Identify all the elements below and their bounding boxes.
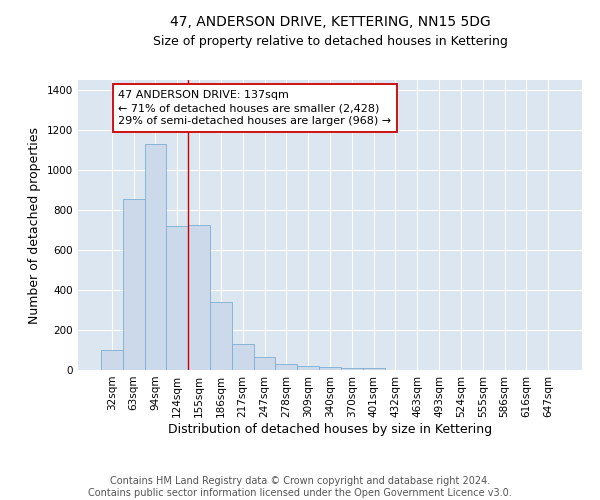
Text: 47 ANDERSON DRIVE: 137sqm
← 71% of detached houses are smaller (2,428)
29% of se: 47 ANDERSON DRIVE: 137sqm ← 71% of detac… (118, 90, 391, 126)
Bar (254, 358, 275, 370)
Bar (166, 226, 188, 370)
Bar (123, 199, 145, 370)
Bar (145, 144, 166, 370)
Bar (319, 366, 341, 370)
Bar (232, 344, 254, 370)
Text: Contains HM Land Registry data © Crown copyright and database right 2024.
Contai: Contains HM Land Registry data © Crown c… (88, 476, 512, 498)
Bar (101, 350, 123, 370)
Text: 47, ANDERSON DRIVE, KETTERING, NN15 5DG: 47, ANDERSON DRIVE, KETTERING, NN15 5DG (170, 15, 490, 29)
Bar (188, 225, 210, 370)
Bar (297, 366, 319, 370)
Y-axis label: Number of detached properties: Number of detached properties (28, 126, 41, 324)
Bar (210, 302, 232, 370)
X-axis label: Distribution of detached houses by size in Kettering: Distribution of detached houses by size … (168, 422, 492, 436)
Bar (275, 364, 297, 370)
Bar (341, 368, 363, 370)
Bar (363, 368, 385, 370)
Text: Size of property relative to detached houses in Kettering: Size of property relative to detached ho… (152, 35, 508, 48)
